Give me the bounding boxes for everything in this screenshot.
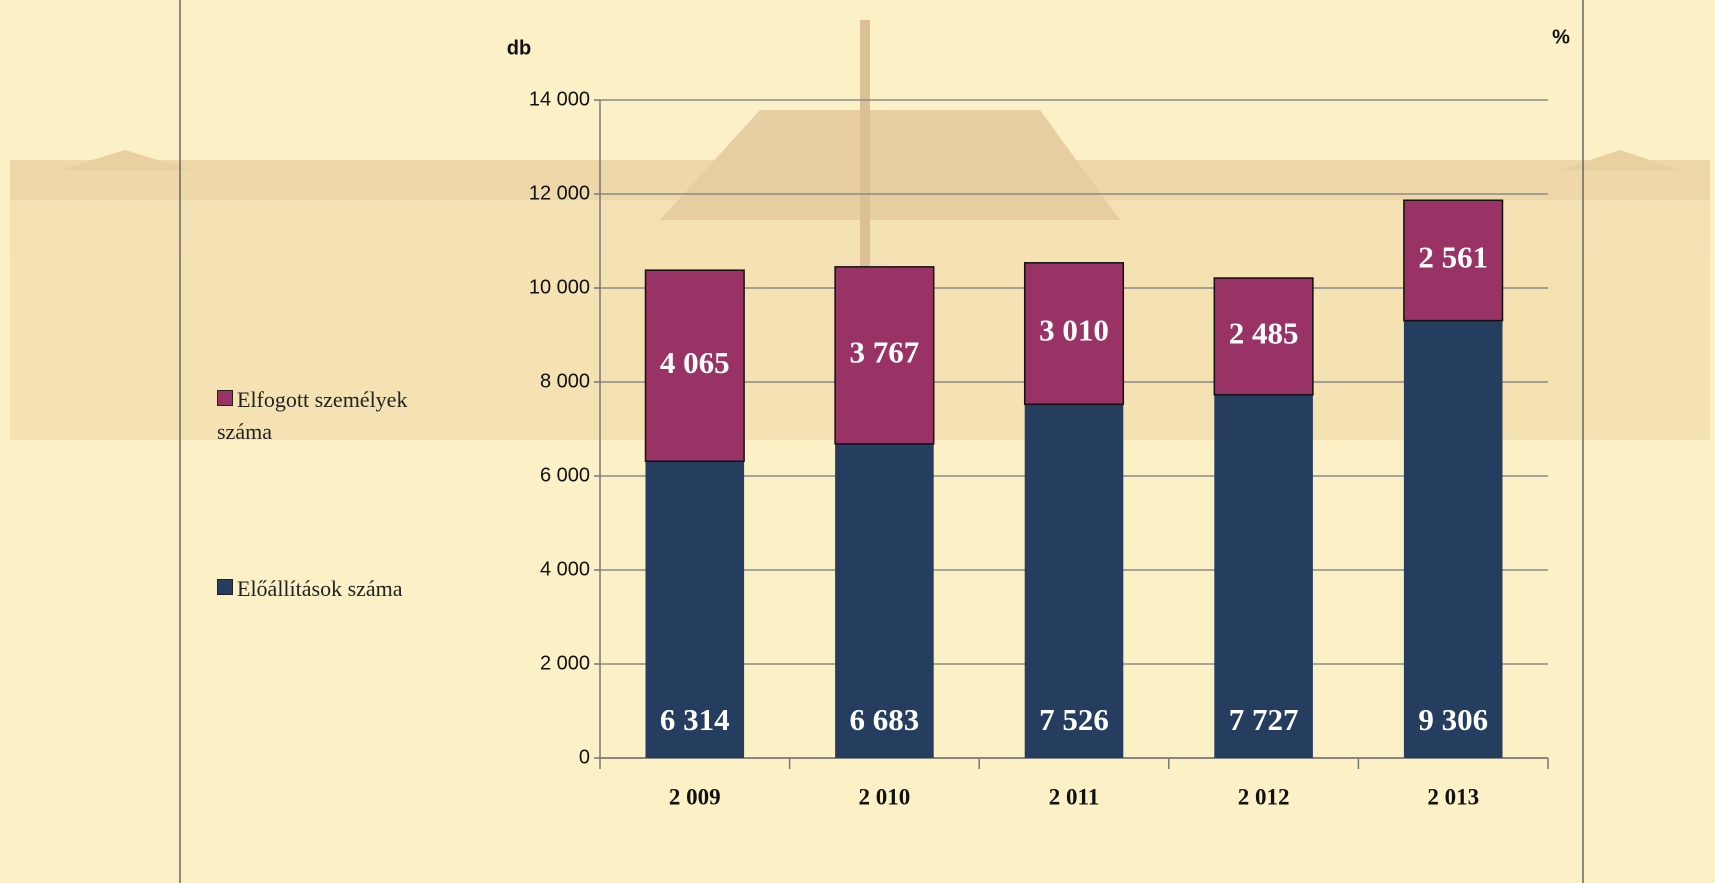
bar-segment — [644, 269, 745, 462]
x-tick-label: 2 013 — [1427, 784, 1479, 809]
data-label: 6 683 — [850, 702, 920, 737]
data-label: 4 065 — [660, 345, 730, 380]
y-tick-label: 14 000 — [529, 88, 590, 110]
data-label: 6 314 — [660, 702, 730, 737]
bar-segment — [1024, 404, 1124, 758]
y-tick-label: 12 000 — [529, 182, 590, 204]
data-label: 2 485 — [1229, 316, 1299, 351]
legend-swatch — [217, 579, 233, 595]
data-label: 9 306 — [1418, 702, 1488, 737]
data-label: 7 727 — [1229, 702, 1299, 737]
y-tick-label: 8 000 — [540, 370, 590, 392]
bar-segment — [834, 266, 935, 445]
y-tick-label: 6 000 — [540, 464, 590, 486]
data-label: 3 010 — [1039, 313, 1109, 348]
x-tick-label: 2 009 — [669, 784, 721, 809]
legend-swatch — [217, 390, 233, 406]
x-tick-label: 2 012 — [1238, 784, 1290, 809]
bar-segment — [1403, 199, 1504, 322]
y-tick-label: 2 000 — [540, 652, 590, 674]
bar-segment — [1023, 262, 1125, 406]
data-label: 7 526 — [1039, 702, 1109, 737]
data-label: 2 561 — [1418, 240, 1488, 275]
y-axis-label: db — [507, 37, 531, 59]
y-tick-label: 0 — [579, 746, 590, 768]
y-tick-label: 4 000 — [540, 558, 590, 580]
bar-segment — [1214, 394, 1313, 758]
x-tick-label: 2 011 — [1049, 784, 1099, 809]
bar-segment — [1213, 277, 1314, 396]
bar-segment — [1403, 320, 1503, 758]
y-tick-label: 10 000 — [529, 276, 590, 298]
y2-axis-label: % — [1552, 26, 1570, 48]
data-label: 3 767 — [850, 334, 920, 369]
x-tick-label: 2 010 — [859, 784, 911, 809]
bar-segment — [645, 461, 745, 758]
legend-item: Elfogott személyek száma — [217, 384, 447, 448]
legend-label: Előállítások száma — [237, 576, 403, 601]
legend-item: Előállítások száma — [217, 573, 447, 605]
bar-segment — [835, 443, 934, 758]
legend-label: Elfogott személyek száma — [217, 387, 408, 444]
